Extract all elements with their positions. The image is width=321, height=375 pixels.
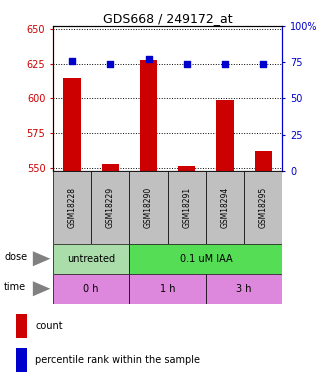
Text: 0 h: 0 h xyxy=(83,284,99,294)
Text: 3 h: 3 h xyxy=(237,284,252,294)
Text: time: time xyxy=(4,282,26,292)
Title: GDS668 / 249172_at: GDS668 / 249172_at xyxy=(103,12,232,25)
Bar xyxy=(255,151,272,171)
Bar xyxy=(53,274,129,304)
Bar xyxy=(178,166,195,171)
Polygon shape xyxy=(33,251,50,266)
Bar xyxy=(16,314,27,338)
Bar xyxy=(244,171,282,244)
Text: 1 h: 1 h xyxy=(160,284,176,294)
Point xyxy=(108,61,113,67)
Text: GSM18228: GSM18228 xyxy=(68,187,77,228)
Bar xyxy=(206,171,244,244)
Text: GSM18295: GSM18295 xyxy=(259,187,268,228)
Text: GSM18291: GSM18291 xyxy=(182,187,191,228)
Bar xyxy=(206,274,282,304)
Point xyxy=(261,61,266,67)
Point xyxy=(184,61,189,67)
Text: GSM18229: GSM18229 xyxy=(106,187,115,228)
Bar xyxy=(129,171,168,244)
Text: untreated: untreated xyxy=(67,254,115,264)
Bar xyxy=(53,171,91,244)
Bar xyxy=(129,274,206,304)
Bar xyxy=(102,164,119,171)
Bar xyxy=(140,60,157,171)
Bar xyxy=(53,244,129,274)
Bar xyxy=(168,171,206,244)
Polygon shape xyxy=(33,281,50,296)
Text: 0.1 uM IAA: 0.1 uM IAA xyxy=(180,254,232,264)
Point xyxy=(222,61,228,67)
Text: GSM18290: GSM18290 xyxy=(144,187,153,228)
Bar xyxy=(216,100,234,171)
Text: percentile rank within the sample: percentile rank within the sample xyxy=(35,355,200,365)
Bar xyxy=(91,171,129,244)
Bar xyxy=(129,244,282,274)
Point xyxy=(70,58,75,64)
Bar xyxy=(64,78,81,171)
Text: dose: dose xyxy=(4,252,27,262)
Text: count: count xyxy=(35,321,63,332)
Point xyxy=(146,57,151,63)
Text: GSM18294: GSM18294 xyxy=(221,187,230,228)
Bar xyxy=(16,348,27,372)
